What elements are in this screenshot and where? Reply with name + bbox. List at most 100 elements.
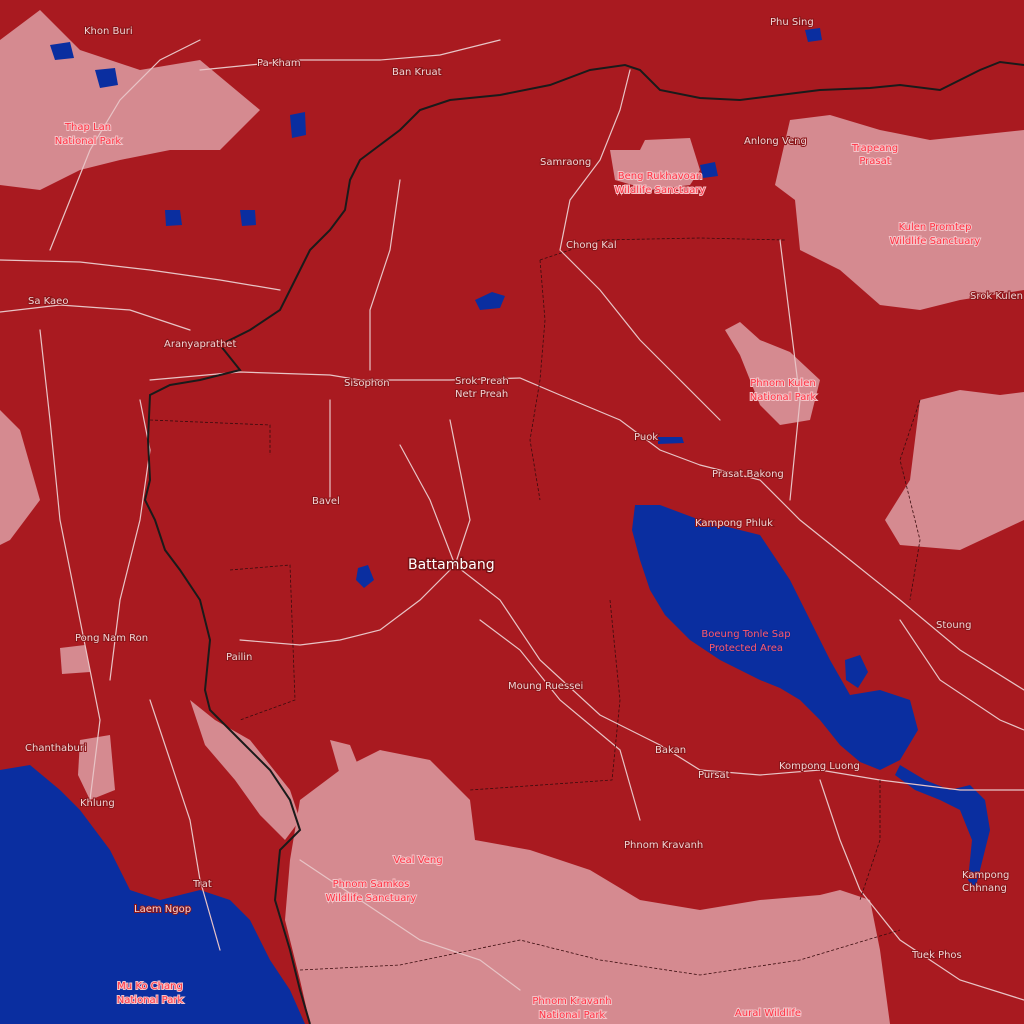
label-sa-kaeo: Sa Kaeo [28,296,68,307]
label-trat: Trat [192,879,212,890]
veal-veng-area [330,740,360,775]
label-khon-buri: Khon Buri [84,26,133,37]
label-kulen-promtep-1: Kulen Promtep [899,222,972,233]
label-laem-ngop: Laem Ngop [134,904,191,915]
phnom-samkos-area [285,750,890,1024]
label-phnom-kravanh-np-1: Phnom Kravanh [532,996,611,1007]
label-chong-kal: Chong Kal [566,240,617,251]
label-bakan: Bakan [655,745,686,756]
label-khlung: Khlung [80,798,115,809]
roads [0,39,1024,1001]
label-ban-kruat: Ban Kruat [392,67,442,78]
label-pa-kham: Pa Kham [257,58,301,69]
road-east-1 [699,464,1024,691]
label-veal-veng: Veal Veng [393,855,442,866]
label-srok-preah: Srok Preah [455,376,509,387]
label-phnom-kulen-1: Phnom Kulen [750,378,815,389]
label-phnom-samkos-2: Wildlife Sanctuary [326,893,417,904]
kulen-promtep-area [775,115,1024,310]
phnom-kulen-area [725,322,820,425]
label-anlong-veng: Anlong Veng [744,136,807,147]
label-bavel: Bavel [312,496,340,507]
label-beng-rukhavoan-2: Wildlife Sanctuary [615,185,706,196]
label-phnom-samkos-1: Phnom Samkos [333,879,410,890]
label-sisophon: Sisophon [344,378,390,389]
small-lake-8 [700,162,718,178]
protected-areas [0,10,1024,1024]
label-mu-ko-chang-2: National Park [117,995,184,1006]
road-north-6 [369,179,401,371]
label-pursat: Pursat [698,770,730,781]
road-battambang-2 [449,419,471,566]
road-east-2 [779,239,801,501]
label-battambang: Battambang [408,557,495,573]
bassac-river [895,765,990,890]
label-tuek-phos: Tuek Phos [911,950,962,961]
place-labels: Khon Buri Phu Sing Pa Kham Ban Kruat Anl… [24,16,1024,962]
label-beng-rukhavoan-1: Beng Rukhavoan [618,171,702,182]
road-national-5 [149,371,701,466]
tonle-sap-lake [632,505,918,770]
road-north-2 [0,304,191,331]
label-prasat-bakong: Prasat Bakong [712,469,784,480]
road-west-2 [39,329,101,801]
label-mu-ko-chang-1: Mu Ko Chang [117,981,183,992]
label-samraong: Samraong [540,157,591,168]
water-bodies [0,28,990,1024]
label-srok-kulen: Srok Kulen [970,291,1023,302]
sea-gulf [0,765,305,1024]
road-south-2 [299,859,521,991]
label-phnom-kulen-2: National Park [750,392,817,403]
road-south-3 [819,779,1024,1001]
label-puok: Puok [634,432,658,443]
label-netr-preah: Netr Preah [455,389,508,400]
road-north-3 [49,39,201,251]
thailand-cambodia-border [143,60,1024,1024]
small-lake-7 [165,210,182,226]
road-north-5 [559,69,631,251]
small-lake-6 [240,210,256,226]
label-pailin: Pailin [226,652,252,663]
small-lake-4 [95,68,118,88]
north-small-lake [658,437,684,444]
label-boeung-tonle-sap-2: Protected Area [709,643,783,654]
road-east-3 [559,249,721,421]
road-west-1 [109,399,151,681]
small-lake-5 [290,112,306,138]
small-lake-9 [805,28,822,42]
label-thap-lan-2: National Park [55,136,122,147]
label-phnom-kravanh: Phnom Kravanh [624,840,703,851]
label-chhnang: Chhnang [962,883,1007,894]
label-chanthaburi: Chanthaburi [25,743,87,754]
road-south-5 [149,699,221,951]
chanthaburi-area [78,735,115,800]
label-trapeang-1: Trapeang [851,143,898,154]
road-battambang-1 [239,564,456,646]
road-south-4 [899,619,1024,731]
west-edge-protected-area [0,410,40,545]
label-stoung: Stoung [936,620,971,631]
pailin-edge-area [190,700,300,840]
label-boeung-tonle-sap-1: Boeung Tonle Sap [701,629,790,640]
pong-nam-ron-area [60,645,90,674]
small-lake-2 [845,655,868,688]
label-phu-sing: Phu Sing [770,17,814,28]
label-kompong-luong: Kompong Luong [779,761,860,772]
province-boundaries [149,237,921,976]
label-pong-nam-ron: Pong Nam Ron [75,633,148,644]
label-kampong-phluk: Kampong Phluk [695,518,773,529]
label-aranyaprathet: Aranyaprathet [164,339,236,350]
beng-rukhavoan-area [610,138,700,190]
label-kulen-promtep-2: Wildlife Sanctuary [890,236,981,247]
small-lake-10 [50,42,74,60]
label-thap-lan-1: Thap Lan [64,122,111,133]
label-moung-ruessei: Moung Ruessei [508,681,583,692]
label-trapeang-2: Prasat [859,156,890,167]
road-north-4 [199,39,501,71]
label-aural-1: Aural Wildlife [735,1008,801,1019]
small-lake-1 [475,292,505,310]
small-lake-3 [356,565,374,588]
park-labels: Thap Lan National Park Beng Rukhavoan Wi… [54,121,982,1022]
east-protected-area [885,390,1024,550]
